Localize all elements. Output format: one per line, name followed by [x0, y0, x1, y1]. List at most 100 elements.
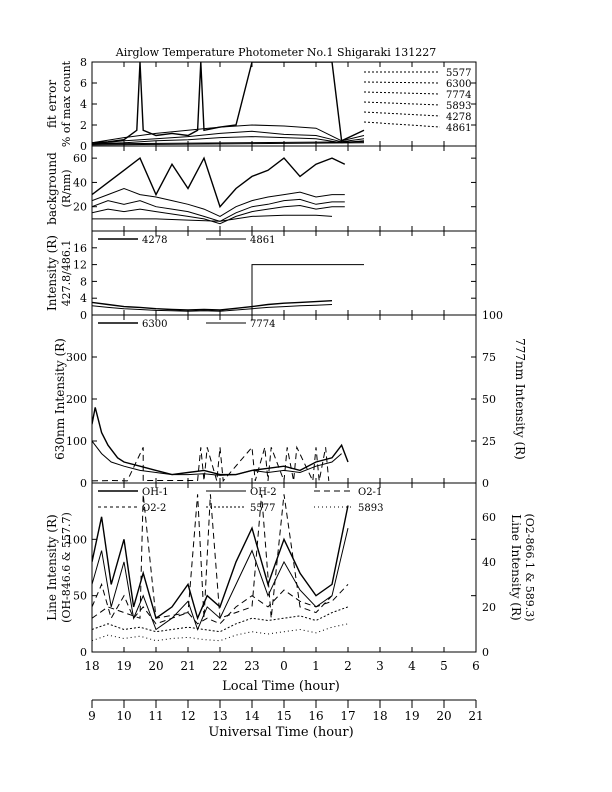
- local-time-tick-label: 3: [376, 659, 384, 673]
- local-time-tick-label: 1: [312, 659, 320, 673]
- series-line-0: [92, 156, 346, 209]
- y-tick-label: 0: [80, 477, 87, 490]
- series-line-4861: [92, 142, 365, 146]
- y-axis-sublabel: (OH-846.6 & 557.7): [60, 512, 73, 623]
- ut-tick-label: 21: [468, 709, 483, 723]
- local-time-tick-label: 20: [148, 659, 163, 673]
- series-group: [92, 156, 346, 225]
- local-time-tick-label: 22: [212, 659, 227, 673]
- legend-label: 6300: [142, 319, 167, 330]
- series-line-step: [251, 264, 364, 315]
- local-time-tick-label: 19: [116, 659, 131, 673]
- local-time-tick-label: 0: [280, 659, 288, 673]
- series-line-5893: [92, 136, 365, 145]
- series-group: [92, 494, 349, 642]
- y-tick-label: 4: [80, 98, 87, 111]
- y-tick-label: 8: [80, 56, 87, 69]
- series-line-4278: [92, 300, 333, 311]
- ut-tick-label: 14: [244, 709, 260, 723]
- y-right-tick-label: 60: [482, 511, 496, 524]
- y-tick-label: 8: [80, 275, 87, 288]
- y-tick-label: 100: [66, 533, 87, 546]
- legend-label: 7774: [250, 319, 275, 330]
- y-tick-label: 0: [80, 646, 87, 659]
- y-tick-label: 16: [73, 242, 87, 255]
- ut-tick-label: 18: [372, 709, 387, 723]
- series-group: [92, 407, 349, 483]
- y-right-tick-label: 0: [482, 646, 489, 659]
- y-axis-label-right: 777nm Intensity (R): [513, 338, 527, 460]
- legend-label: 7774: [446, 90, 471, 101]
- y-axis-label: Line Intensity (R): [45, 514, 59, 620]
- series-line-6300: [92, 124, 365, 144]
- ut-tick-label: 19: [404, 709, 419, 723]
- legend-label: 5577: [250, 503, 275, 514]
- ut-tick-label: 11: [148, 709, 163, 723]
- y-tick-label: 40: [73, 176, 87, 189]
- y-tick-label: 0: [80, 309, 87, 322]
- ut-tick-label: 9: [88, 709, 96, 723]
- series-line-7774: [92, 130, 365, 145]
- y-tick-label: 0: [80, 140, 87, 153]
- y-right-tick-label: 25: [482, 435, 496, 448]
- series-group: [92, 62, 365, 146]
- y-tick-label: 300: [66, 351, 87, 364]
- panel-blue-lines: 0 4 8 12 16 Intensity (R) 427.8/486.1 4278 4861: [45, 230, 477, 322]
- series-line-4861: [92, 304, 333, 312]
- y-tick-label: 100: [66, 435, 87, 448]
- series-line-7774: [92, 445, 330, 483]
- series-line-5577: [92, 582, 349, 625]
- local-time-tick-label: 18: [84, 659, 99, 673]
- y-axis-sublabel: (R/nm): [60, 169, 73, 207]
- y-axis-sublabel-right: (O2-866.1 & 589.3): [523, 513, 536, 621]
- legend-label: 4861: [250, 235, 275, 246]
- ut-tick-label: 15: [276, 709, 291, 723]
- series-group: [92, 264, 364, 315]
- series-line-6300b: [92, 440, 342, 476]
- series-line-6300: [92, 407, 349, 476]
- y-tick-label: 6: [80, 77, 87, 90]
- y-right-tick-label: 50: [482, 393, 496, 406]
- y-tick-label: 60: [73, 152, 87, 165]
- series-line-4278: [92, 141, 365, 145]
- local-time-tick-label: 21: [180, 659, 195, 673]
- legend-label: 4278: [446, 112, 471, 123]
- legend-label: OH-1: [142, 487, 169, 498]
- y-axis-label: Intensity (R): [45, 235, 59, 311]
- ut-axis-label: Universal Time (hour): [208, 725, 353, 740]
- legend-leader: [363, 81, 441, 84]
- y-tick-label: 20: [73, 201, 87, 214]
- y-tick-label: 2: [80, 119, 87, 132]
- series-line-O2-2: [92, 606, 349, 633]
- ut-tick-label: 20: [436, 709, 451, 723]
- y-axis-label: fit error: [45, 80, 59, 128]
- legend-label: OH-2: [250, 487, 277, 498]
- legend-label: 4278: [142, 235, 167, 246]
- y-axis-sublabel: % of max count: [60, 60, 73, 147]
- series-line-4: [92, 214, 333, 222]
- panel-background: 20 40 60 background (R/nm): [45, 145, 477, 232]
- y-right-tick-label: 100: [482, 309, 503, 322]
- legend-leader: [363, 101, 441, 106]
- legend-label: O2-2: [142, 503, 166, 514]
- legend-label: 4861: [446, 123, 471, 134]
- series-line-5577: [92, 62, 365, 144]
- y-tick-label: 12: [73, 259, 87, 272]
- y-axis-label: 630nm Intensity (R): [53, 338, 67, 460]
- y-tick-label: 50: [73, 590, 87, 603]
- y-axis-label: background: [45, 152, 59, 225]
- y-right-tick-label: 20: [482, 601, 496, 614]
- local-time-tick-label: 2: [344, 659, 352, 673]
- ut-tick-label: 16: [308, 709, 323, 723]
- ut-tick-label: 13: [212, 709, 227, 723]
- y-right-tick-label: 0: [482, 477, 489, 490]
- series-line-1: [92, 187, 345, 217]
- y-axis-sublabel: 427.8/486.1: [60, 240, 73, 307]
- local-time-axis-label: Local Time (hour): [222, 679, 340, 694]
- local-time-tick-label: 23: [244, 659, 259, 673]
- ut-tick-label: 17: [340, 709, 355, 723]
- legend-label: 5893: [446, 101, 471, 112]
- y-tick-label: 200: [66, 393, 87, 406]
- ut-tick-label: 10: [116, 709, 131, 723]
